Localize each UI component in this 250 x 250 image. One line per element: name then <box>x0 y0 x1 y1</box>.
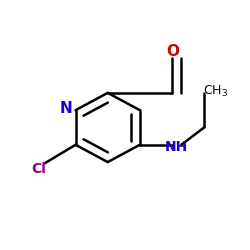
Text: NH: NH <box>165 140 188 154</box>
Text: N: N <box>60 102 72 116</box>
Text: Cl: Cl <box>31 162 46 176</box>
Text: CH$_3$: CH$_3$ <box>203 84 228 99</box>
Text: O: O <box>166 44 179 59</box>
